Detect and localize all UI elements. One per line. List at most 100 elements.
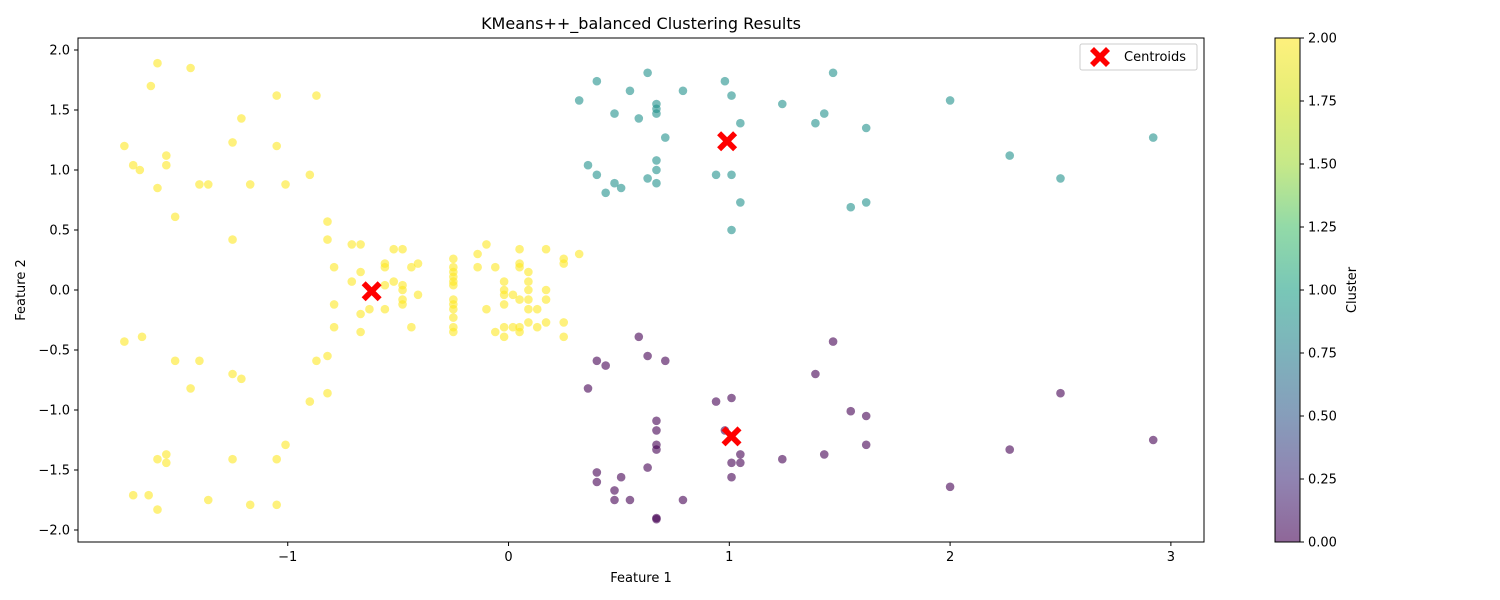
colorbar-tick-label: 1.25 <box>1308 221 1337 236</box>
data-point-cluster-2 <box>203 495 213 505</box>
data-point-cluster-2 <box>228 138 237 147</box>
data-point-cluster-2 <box>120 141 129 151</box>
data-point-cluster-0 <box>601 361 610 370</box>
data-point-cluster-1 <box>601 188 610 198</box>
data-point-cluster-0 <box>727 472 736 482</box>
data-point-cluster-2 <box>195 180 204 189</box>
data-point-cluster-1 <box>828 68 838 78</box>
data-point-cluster-2 <box>228 369 237 379</box>
legend-centroid-icon <box>1090 47 1110 67</box>
data-point-cluster-2 <box>170 212 180 222</box>
data-point-cluster-2 <box>482 304 491 314</box>
data-point-cluster-1 <box>846 202 856 212</box>
data-point-cluster-1 <box>727 91 736 100</box>
data-point-cluster-2 <box>323 388 332 398</box>
data-point-cluster-0 <box>616 472 626 482</box>
data-point-cluster-1 <box>861 123 871 133</box>
data-point-cluster-2 <box>380 304 390 314</box>
data-point-cluster-2 <box>228 454 237 464</box>
data-point-cluster-2 <box>323 351 332 361</box>
data-point-cluster-2 <box>329 300 339 309</box>
data-point-cluster-2 <box>499 332 509 342</box>
data-point-cluster-0 <box>634 332 644 342</box>
data-point-cluster-2 <box>305 397 315 406</box>
colorbar-tick-label: 1.50 <box>1308 158 1337 173</box>
data-point-cluster-2 <box>524 304 533 314</box>
data-point-cluster-0 <box>610 486 619 495</box>
data-point-cluster-1 <box>678 86 688 96</box>
x-tick-label: 0 <box>504 550 512 565</box>
data-point-cluster-0 <box>727 458 736 468</box>
data-point-cluster-0 <box>583 384 593 393</box>
data-point-cluster-2 <box>508 322 518 332</box>
data-point-cluster-2 <box>170 356 180 366</box>
y-tick-label: −2.0 <box>38 524 70 539</box>
data-point-cluster-1 <box>1148 133 1158 142</box>
data-point-cluster-2 <box>449 313 458 322</box>
x-tick-label: −1 <box>278 550 297 565</box>
legend: Centroids <box>1079 43 1198 71</box>
data-point-cluster-2 <box>559 332 569 342</box>
data-point-cluster-2 <box>356 309 365 319</box>
data-point-cluster-0 <box>652 426 661 435</box>
data-point-cluster-2 <box>128 490 138 500</box>
data-point-cluster-1 <box>736 118 745 128</box>
data-point-cluster-2 <box>153 58 162 68</box>
data-point-cluster-2 <box>153 454 162 464</box>
data-point-cluster-2 <box>347 277 357 286</box>
data-point-cluster-0 <box>778 454 787 464</box>
data-point-cluster-2 <box>559 259 569 268</box>
data-point-cluster-2 <box>398 300 407 309</box>
data-point-cluster-0 <box>861 411 871 421</box>
data-point-cluster-2 <box>323 235 332 244</box>
data-point-cluster-1 <box>660 133 670 142</box>
data-point-cluster-2 <box>413 290 423 300</box>
centroid-markers <box>361 131 742 447</box>
chart-title: KMeans++_balanced Clustering Results <box>481 14 801 34</box>
data-point-cluster-0 <box>1148 435 1158 445</box>
data-point-cluster-2 <box>153 183 162 193</box>
data-point-cluster-0 <box>678 495 688 505</box>
data-point-cluster-2 <box>541 244 551 254</box>
data-point-cluster-2 <box>356 240 365 249</box>
data-point-cluster-2 <box>389 244 399 254</box>
data-point-cluster-1 <box>643 68 652 78</box>
data-point-cluster-2 <box>186 384 195 393</box>
data-point-cluster-0 <box>945 482 955 492</box>
colorbar-ticks: 0.00 0.25 0.50 0.75 1.00 1.25 1.50 1.75 2.00 <box>1300 32 1337 551</box>
y-tick-label: 2.0 <box>49 44 70 59</box>
data-point-cluster-2 <box>473 249 482 259</box>
y-tick-label: 0.0 <box>49 284 70 299</box>
data-point-cluster-2 <box>146 81 156 91</box>
y-tick-label: 0.5 <box>49 224 70 239</box>
data-point-cluster-2 <box>356 327 365 337</box>
data-point-cluster-2 <box>515 262 524 272</box>
data-point-cluster-2 <box>245 180 255 189</box>
data-point-cluster-1 <box>1005 151 1015 160</box>
data-point-cluster-1 <box>616 183 626 193</box>
colorbar-tick-label: 0.75 <box>1308 347 1337 362</box>
data-point-cluster-2 <box>237 114 246 123</box>
data-point-cluster-2 <box>515 327 524 337</box>
data-point-cluster-0 <box>625 495 635 505</box>
data-point-cluster-2 <box>380 262 390 272</box>
data-point-cluster-2 <box>137 332 147 342</box>
data-point-cluster-0 <box>861 440 871 450</box>
y-axis-label: Feature 2 <box>14 259 29 321</box>
data-point-cluster-1 <box>711 170 721 180</box>
data-point-cluster-2 <box>153 505 162 514</box>
data-point-cluster-2 <box>559 318 569 327</box>
data-point-cluster-0 <box>592 477 602 487</box>
data-point-cluster-2 <box>508 290 518 300</box>
data-point-cluster-1 <box>727 170 736 180</box>
data-point-cluster-2 <box>574 249 584 259</box>
data-point-cluster-1 <box>945 96 955 105</box>
colorbar-tick-label: 0.00 <box>1308 536 1337 551</box>
data-point-cluster-1 <box>652 178 661 188</box>
data-point-cluster-2 <box>407 322 416 332</box>
data-point-cluster-2 <box>389 277 399 286</box>
data-point-cluster-2 <box>329 322 339 332</box>
data-point-cluster-0 <box>652 416 661 426</box>
scatter-points <box>120 58 1158 524</box>
